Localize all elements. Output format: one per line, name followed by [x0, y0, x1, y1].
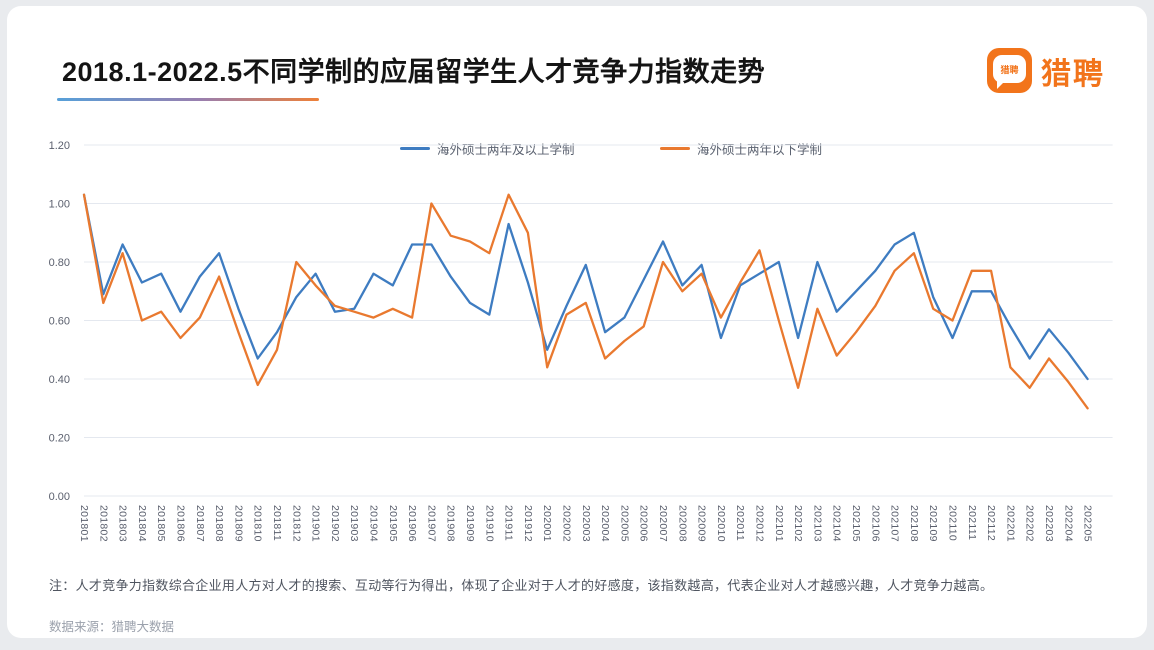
- x-axis-tick-label: 202101: [773, 505, 785, 542]
- x-axis-tick-label: 202105: [850, 505, 862, 542]
- x-axis-tick-label: 201905: [387, 505, 399, 542]
- report-card: 2018.1-2022.5不同学制的应届留学生人才竞争力指数走势 猎聘 猎聘 海…: [7, 6, 1147, 638]
- data-source: 数据来源：猎聘大数据: [49, 620, 175, 634]
- x-axis-tick-label: 201804: [136, 505, 148, 542]
- x-axis-tick-label: 202202: [1024, 505, 1036, 542]
- x-axis-tick-label: 202008: [676, 505, 688, 542]
- x-axis-tick-label: 201907: [425, 505, 437, 542]
- x-axis-tick-label: 202112: [985, 505, 997, 541]
- x-axis-tick-label: 202011: [734, 505, 746, 541]
- legend-item-two-plus-years[interactable]: 海外硕士两年及以上学制: [400, 139, 575, 158]
- x-axis-tick-label: 201802: [97, 505, 109, 542]
- x-axis-tick-label: 201810: [252, 505, 264, 542]
- legend-label: 海外硕士两年以下学制: [697, 143, 823, 157]
- x-axis-tick-label: 201911: [503, 505, 515, 541]
- liepin-logo-icon: 猎聘: [987, 48, 1032, 93]
- x-axis-tick-label: 202204: [1062, 505, 1074, 542]
- x-axis-tick-label: 201912: [522, 505, 534, 542]
- x-axis-tick-label: 202004: [599, 505, 611, 542]
- x-axis-tick-label: 202108: [908, 505, 920, 542]
- x-axis-tick-label: 201901: [310, 505, 322, 542]
- legend-label: 海外硕士两年及以上学制: [437, 143, 575, 157]
- x-axis-tick-label: 201910: [483, 505, 495, 542]
- y-axis-tick-label: 0.20: [49, 433, 70, 445]
- page-title: 2018.1-2022.5不同学制的应届留学生人才竞争力指数走势: [62, 57, 766, 87]
- x-axis-tick-label: 202110: [947, 505, 959, 541]
- blue-series-line: [82, 193, 1089, 381]
- x-axis-tick-label: 201805: [155, 505, 167, 542]
- x-axis-tick-label: 202201: [1004, 505, 1016, 542]
- x-axis-tick-label: 201906: [406, 505, 418, 542]
- y-axis-tick-label: 0.80: [49, 257, 70, 269]
- x-axis-tick-label: 201807: [194, 505, 206, 542]
- chart-legend: 海外硕士两年及以上学制 海外硕士两年以下学制: [7, 139, 1147, 161]
- legend-swatch-blue-line: [400, 147, 430, 150]
- x-axis-tick-label: 201811: [271, 505, 283, 541]
- x-axis-tick-label: 202102: [792, 505, 804, 542]
- orange-series-line: [82, 193, 1089, 410]
- y-axis-tick-label: 0.40: [49, 374, 70, 386]
- x-axis-tick-label: 202111: [966, 505, 978, 540]
- y-axis-tick-label: 0.00: [49, 491, 70, 503]
- x-axis-tick-label: 201904: [368, 505, 380, 542]
- title-underline: [57, 98, 319, 101]
- x-axis-tick-label: 201809: [232, 505, 244, 542]
- x-axis-tick-label: 201806: [175, 505, 187, 542]
- liepin-logo: 猎聘 猎聘: [987, 48, 1105, 93]
- x-axis-tick-label: 202010: [715, 505, 727, 542]
- footnote: 注：人才竞争力指数综合企业用人方对人才的搜索、互动等行为得出，体现了企业对于人才…: [49, 578, 994, 593]
- x-axis-tick-label: 202109: [927, 505, 939, 542]
- x-axis-tick-label: 202106: [869, 505, 881, 542]
- legend-swatch-orange-line: [660, 147, 690, 150]
- x-axis-tick-label: 201803: [117, 505, 129, 542]
- legend-item-under-two-years[interactable]: 海外硕士两年以下学制: [660, 139, 822, 158]
- x-axis-tick-label: 202009: [696, 505, 708, 542]
- x-axis-tick-label: 202007: [657, 505, 669, 542]
- x-axis-tick-label: 201909: [464, 505, 476, 542]
- x-axis-tick-label: 201908: [445, 505, 457, 542]
- x-axis-tick-label: 202103: [811, 505, 823, 542]
- liepin-logo-text: 猎聘: [1041, 57, 1105, 91]
- x-axis-tick-label: 202104: [831, 505, 843, 542]
- x-axis-tick-label: 202006: [638, 505, 650, 542]
- x-axis-tick-label: 202012: [754, 505, 766, 542]
- y-axis-tick-label: 0.60: [49, 316, 70, 328]
- x-axis-tick-label: 201801: [78, 505, 90, 542]
- x-axis-tick-label: 202005: [618, 505, 630, 542]
- x-axis-tick-label: 201812: [290, 505, 302, 542]
- y-axis-tick-label: 1.00: [49, 199, 70, 211]
- x-axis-tick-label: 202203: [1043, 505, 1055, 542]
- x-axis-tick-label: 202002: [561, 505, 573, 542]
- x-axis-tick-label: 202205: [1082, 505, 1094, 542]
- x-axis-tick-label: 202003: [580, 505, 592, 542]
- x-axis-tick-label: 201902: [329, 505, 341, 542]
- x-axis-tick-label: 202001: [541, 505, 553, 542]
- x-axis-tick-label: 202107: [889, 505, 901, 542]
- x-axis-tick-label: 201903: [348, 505, 360, 542]
- liepin-logo-bubble-text: 猎聘: [993, 55, 1026, 89]
- x-axis-tick-label: 201808: [213, 505, 225, 542]
